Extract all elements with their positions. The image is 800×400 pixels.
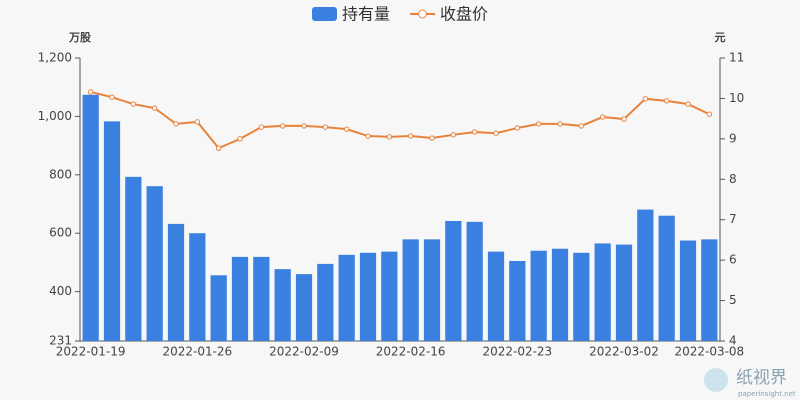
bar [487,251,505,341]
y-tick-label: 1,200 [38,51,72,65]
line-point [599,114,606,120]
bar [658,215,675,341]
x-tick-label: 2022-02-23 [482,345,552,359]
watermark-text: 纸视界 [736,368,787,388]
line-point [386,134,393,140]
bar [125,176,142,341]
bar [381,251,398,341]
line-point [535,121,542,127]
legend-label: 收盘价 [440,5,488,24]
line-point [621,116,627,122]
y-tick-label: 800 [49,167,72,181]
bar [551,248,569,341]
line-point [493,130,499,136]
legend-label: 持有量 [342,5,390,24]
bar [402,239,419,341]
line-point [429,135,435,141]
bar [445,220,462,341]
bar [701,239,718,341]
bar [338,254,355,341]
y2-axis-label: 元 [715,31,726,44]
line-point [237,136,243,142]
bar [679,240,697,341]
y2-tick-label: 5 [729,293,737,307]
x-tick-label: 2022-02-16 [376,345,446,359]
y-axis-label: 万股 [68,31,92,44]
watermark-logo [704,368,728,392]
y2-tick-label: 6 [729,253,737,267]
y2-tick-label: 7 [729,212,737,226]
legend: 持有量 收盘价 [312,5,488,24]
line-point [87,89,94,95]
bar [594,243,611,341]
bar [189,233,206,341]
line-point [258,124,265,130]
x-tick-label: 2022-03-08 [674,345,744,359]
line-point [685,101,691,107]
bar [253,256,270,341]
bar [466,221,483,341]
line-point [578,123,585,129]
bar [146,186,163,341]
bar [359,252,377,341]
line-point [407,133,414,139]
bar [573,252,590,341]
bar [530,250,547,341]
bar [615,244,633,341]
y-tick-label: 400 [49,284,72,298]
bar [231,256,249,341]
legend-swatch [312,7,337,21]
line-point [343,126,350,132]
y2-tick-label: 10 [729,91,744,105]
line-point [450,132,457,138]
y2-tick-label: 8 [729,172,737,186]
y-tick-label: 600 [49,226,72,240]
watermark: 纸视界 paperinsight.net [704,368,796,398]
x-tick-label: 2022-03-02 [589,345,659,359]
bar [423,239,441,341]
y2-tick-label: 11 [729,51,744,65]
bar [274,269,291,341]
line-point [151,105,158,111]
x-tick-label: 2022-01-26 [162,345,232,359]
y2-tick-label: 9 [729,131,737,145]
x-tick-label: 2022-02-09 [269,345,339,359]
line-point [109,94,115,100]
line-point [279,123,286,129]
line-point [514,125,521,131]
line [90,90,710,150]
bar [509,260,526,341]
y2-tick-label: 4 [729,334,737,348]
watermark-url: paperinsight.net [738,390,796,398]
bar [637,209,654,341]
bar [317,263,334,341]
y-tick-label: 231 [49,334,72,348]
legend-swatch-point [418,9,427,19]
bar [82,94,99,341]
bar [167,223,185,341]
line-point [194,119,201,125]
line-point [471,129,478,135]
x-tick-label: 2022-01-19 [56,345,126,359]
line-point [706,111,713,117]
bar [103,121,121,342]
line-point [365,133,371,139]
line-point [301,123,307,129]
line-point [322,124,329,130]
line-point [173,121,179,127]
line-point [663,98,670,104]
line-point [130,101,137,107]
bar [295,274,313,341]
line-point [642,96,649,102]
line-point [215,145,222,151]
bar [210,275,227,341]
line-point [557,121,563,127]
y-tick-label: 1,000 [38,109,72,123]
